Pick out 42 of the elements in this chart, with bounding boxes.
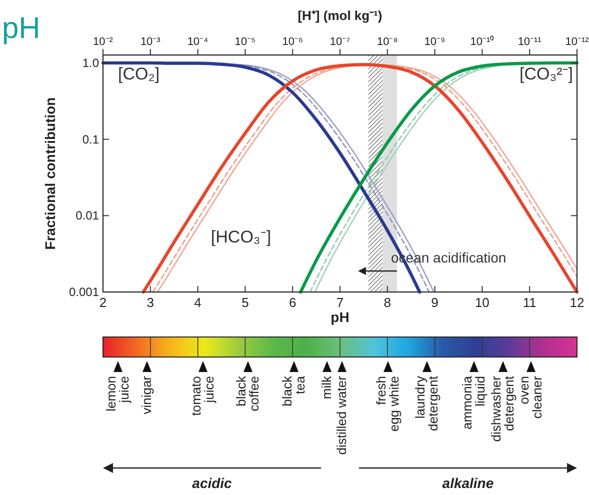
x2-axis-title: [H⁺] (mol kg⁻¹): [298, 8, 382, 23]
x-tick-label: 6: [288, 295, 296, 310]
annotation: [CO₂]: [118, 64, 160, 84]
x-tick-label: 3: [146, 295, 154, 310]
x-tick-label: 5: [242, 295, 249, 310]
text: 10⁻⁷: [330, 36, 350, 48]
text: vinigar: [139, 375, 154, 414]
text: 10⁻¹¹: [518, 36, 542, 48]
x-tick-label: 9: [431, 295, 438, 310]
text: 10⁻⁵: [234, 36, 256, 48]
text: milk: [319, 376, 334, 400]
text: black tea: [280, 375, 308, 406]
x-tick-label: 11: [522, 295, 536, 310]
text: distilled water: [334, 375, 349, 455]
y-tick-label: 0.1: [82, 132, 100, 146]
x-axis-title: pH: [330, 309, 350, 325]
text: 10⁻⁴: [187, 36, 209, 48]
text: 10⁻²: [93, 36, 114, 48]
text: acidic: [192, 475, 232, 491]
text: ammonia liquid: [460, 375, 488, 430]
text: 10⁻⁶: [282, 36, 303, 48]
y-tick-label: 0.01: [76, 208, 100, 223]
y-tick-label: 1.0: [82, 56, 100, 70]
x-tick-label: 2: [99, 295, 107, 310]
x-tick-label: 10: [474, 295, 490, 310]
text: 10⁻³: [140, 36, 161, 48]
text: 10⁻¹²: [565, 36, 589, 48]
x-tick-label: 7: [336, 295, 344, 310]
text: lemon juice: [104, 376, 132, 412]
annotation: [HCO₃⁻]: [210, 227, 272, 246]
text: 10⁻¹⁰: [470, 35, 494, 48]
x-tick-label: 12: [570, 295, 584, 310]
y-axis-title: Fractional contribution: [42, 97, 58, 250]
x-tick-label: 4: [194, 295, 202, 310]
annotation: [CO₃²⁻]: [519, 64, 573, 84]
text: tomato juice: [188, 376, 216, 416]
text: alkaline: [442, 475, 494, 491]
x-tick-label: 8: [384, 295, 392, 310]
chart-title: pH: [2, 12, 40, 45]
y-tick-label: 0.001: [68, 285, 100, 299]
text: 10⁻⁸: [376, 36, 398, 48]
text: 10⁻⁹: [424, 36, 446, 48]
